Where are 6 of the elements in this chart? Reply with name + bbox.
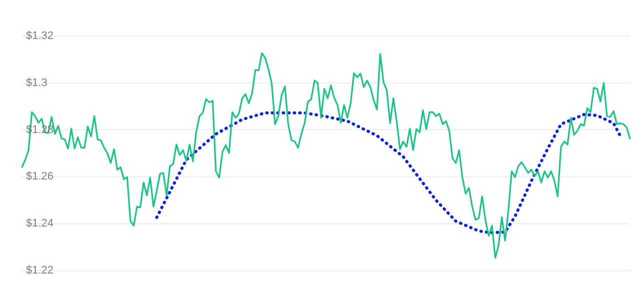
y-tick-label: $1.32 xyxy=(26,30,54,42)
y-tick-label: $1.26 xyxy=(26,170,54,183)
line-series xyxy=(155,111,622,234)
y-tick-label: $1.22 xyxy=(26,264,54,276)
y-tick-label: $1.3 xyxy=(26,76,48,89)
y-tick-label: $1.24 xyxy=(26,218,54,230)
